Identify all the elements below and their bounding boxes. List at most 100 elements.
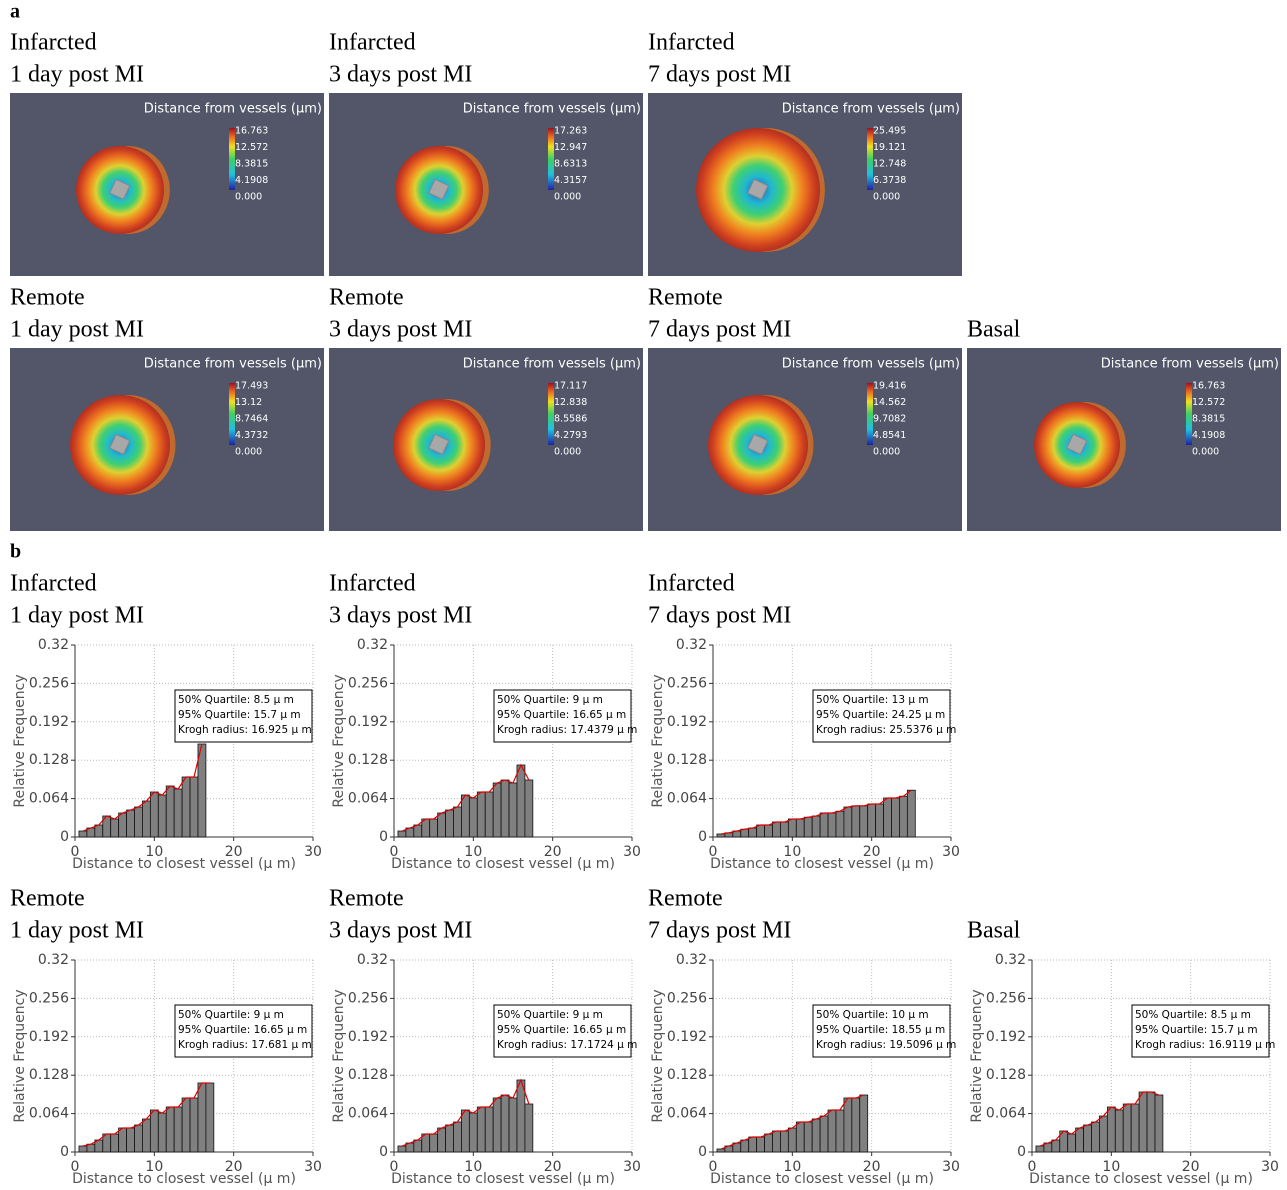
bar — [493, 783, 501, 837]
figure: a b Infarcted1 day post MIDistance from … — [0, 0, 1287, 1190]
annotation: 50% Quartile: 8.5 μ m — [178, 694, 294, 706]
view-title: Remote — [10, 285, 85, 311]
y-tick-label: 0.256 — [29, 990, 69, 1006]
bar — [844, 807, 852, 837]
bar — [469, 798, 477, 837]
bar — [461, 795, 469, 837]
bar — [868, 804, 876, 837]
bar — [119, 1128, 127, 1152]
y-tick-label: 0.256 — [667, 990, 707, 1006]
x-axis-label: Distance to closest vessel (μ m) — [72, 1171, 296, 1187]
y-tick-label: 0.128 — [667, 752, 707, 768]
y-tick-label: 0.128 — [348, 1067, 388, 1083]
bar — [773, 822, 781, 837]
colorbar-tick-label: 12.838 — [554, 397, 587, 408]
colorbar-tick-label: 19.416 — [873, 381, 906, 392]
bar — [804, 1122, 812, 1152]
colorbar-tick-label: 12.748 — [873, 159, 906, 170]
annotation: 95% Quartile: 16.65 μ m — [497, 709, 626, 721]
chart-title: Infarcted — [329, 571, 416, 597]
annotation: Krogh radius: 17.681 μ m — [178, 1039, 312, 1051]
annotation: 95% Quartile: 24.25 μ m — [816, 709, 945, 721]
colorbar-tick-label: 0.000 — [235, 447, 262, 458]
annotation: 50% Quartile: 9 μ m — [497, 694, 603, 706]
bar — [876, 804, 884, 837]
y-tick-label: 0.064 — [29, 1106, 69, 1122]
chart-title: Infarcted — [10, 571, 97, 597]
y-tick-label: 0.256 — [667, 675, 707, 691]
y-tick-label: 0 — [698, 1144, 707, 1160]
bar — [749, 828, 757, 837]
y-tick-label: 0.32 — [357, 637, 388, 653]
x-tick-label: 30 — [942, 1159, 960, 1175]
y-axis-label: Relative Frequency — [650, 674, 666, 807]
colorbar-tick-label: 17.263 — [554, 126, 587, 137]
chart-title: Basal — [967, 918, 1021, 944]
colorbar-tick-label: 4.1908 — [235, 175, 268, 186]
bar — [796, 1122, 804, 1152]
bar — [95, 825, 103, 837]
colorbar-tick-label: 0.000 — [873, 447, 900, 458]
colorbar-tick-label: 19.121 — [873, 142, 906, 153]
bar — [111, 1134, 119, 1152]
annotation: Krogh radius: 19.5096 μ m — [816, 1039, 956, 1051]
colorbar-tick-label: 4.3732 — [235, 430, 268, 441]
y-axis-label: Relative Frequency — [12, 989, 28, 1122]
x-tick-label: 30 — [623, 844, 641, 860]
bar — [150, 1110, 158, 1152]
bar — [414, 1140, 422, 1152]
bar — [501, 780, 509, 837]
bar — [765, 825, 773, 837]
y-tick-label: 0.32 — [38, 637, 69, 653]
bar — [884, 798, 892, 837]
bar — [182, 777, 190, 837]
y-tick-label: 0.32 — [995, 952, 1026, 968]
annotation: 95% Quartile: 16.65 μ m — [178, 1024, 307, 1036]
y-tick-label: 0.128 — [29, 752, 69, 768]
bar — [438, 813, 446, 837]
view-title: Infarcted — [648, 30, 735, 56]
bar — [493, 1098, 501, 1152]
bar — [477, 1107, 485, 1152]
colorbar-tick-label: 12.572 — [235, 142, 268, 153]
annotation: 95% Quartile: 18.55 μ m — [816, 1024, 945, 1036]
x-axis-label: Distance to closest vessel (μ m) — [72, 856, 296, 872]
y-tick-label: 0 — [698, 829, 707, 845]
chart-title: Remote — [10, 886, 85, 912]
bar — [119, 813, 127, 837]
bar — [741, 1140, 749, 1152]
chart-title: 3 days post MI — [329, 918, 472, 944]
y-tick-label: 0.192 — [29, 714, 69, 730]
bar — [907, 790, 915, 837]
y-axis-label: Relative Frequency — [331, 989, 347, 1122]
chart-title: 7 days post MI — [648, 918, 791, 944]
bar — [749, 1137, 757, 1152]
colorbar-tick-label: 16.763 — [235, 126, 268, 137]
bar — [142, 1119, 150, 1152]
y-tick-label: 0.064 — [667, 1106, 707, 1122]
y-tick-label: 0.192 — [986, 1029, 1026, 1045]
colorbar-tick-label: 16.763 — [1192, 381, 1225, 392]
colorbar-tick-label: 12.572 — [1192, 397, 1225, 408]
y-tick-label: 0 — [379, 1144, 388, 1160]
y-tick-label: 0.128 — [986, 1067, 1026, 1083]
colorbar-tick-label: 8.6313 — [554, 159, 587, 170]
colorbar-title: Distance from vessels (µm) — [782, 357, 960, 372]
y-tick-label: 0.32 — [676, 952, 707, 968]
colorbar-tick-label: 6.3738 — [873, 175, 906, 186]
bar — [828, 813, 836, 837]
bar — [79, 1146, 87, 1152]
colorbar-title: Distance from vessels (µm) — [782, 102, 960, 117]
bar — [501, 1095, 509, 1152]
chart-title: Remote — [648, 886, 723, 912]
bar — [509, 1098, 517, 1152]
bar — [414, 825, 422, 837]
chart-title: Infarcted — [648, 571, 735, 597]
bar — [757, 825, 765, 837]
colorbar-tick-label: 4.2793 — [554, 430, 587, 441]
view-title: 3 days post MI — [329, 62, 472, 88]
bar — [788, 1128, 796, 1152]
bar — [1147, 1092, 1155, 1152]
x-axis-label: Distance to closest vessel (μ m) — [391, 1171, 615, 1187]
bar — [446, 1125, 454, 1152]
